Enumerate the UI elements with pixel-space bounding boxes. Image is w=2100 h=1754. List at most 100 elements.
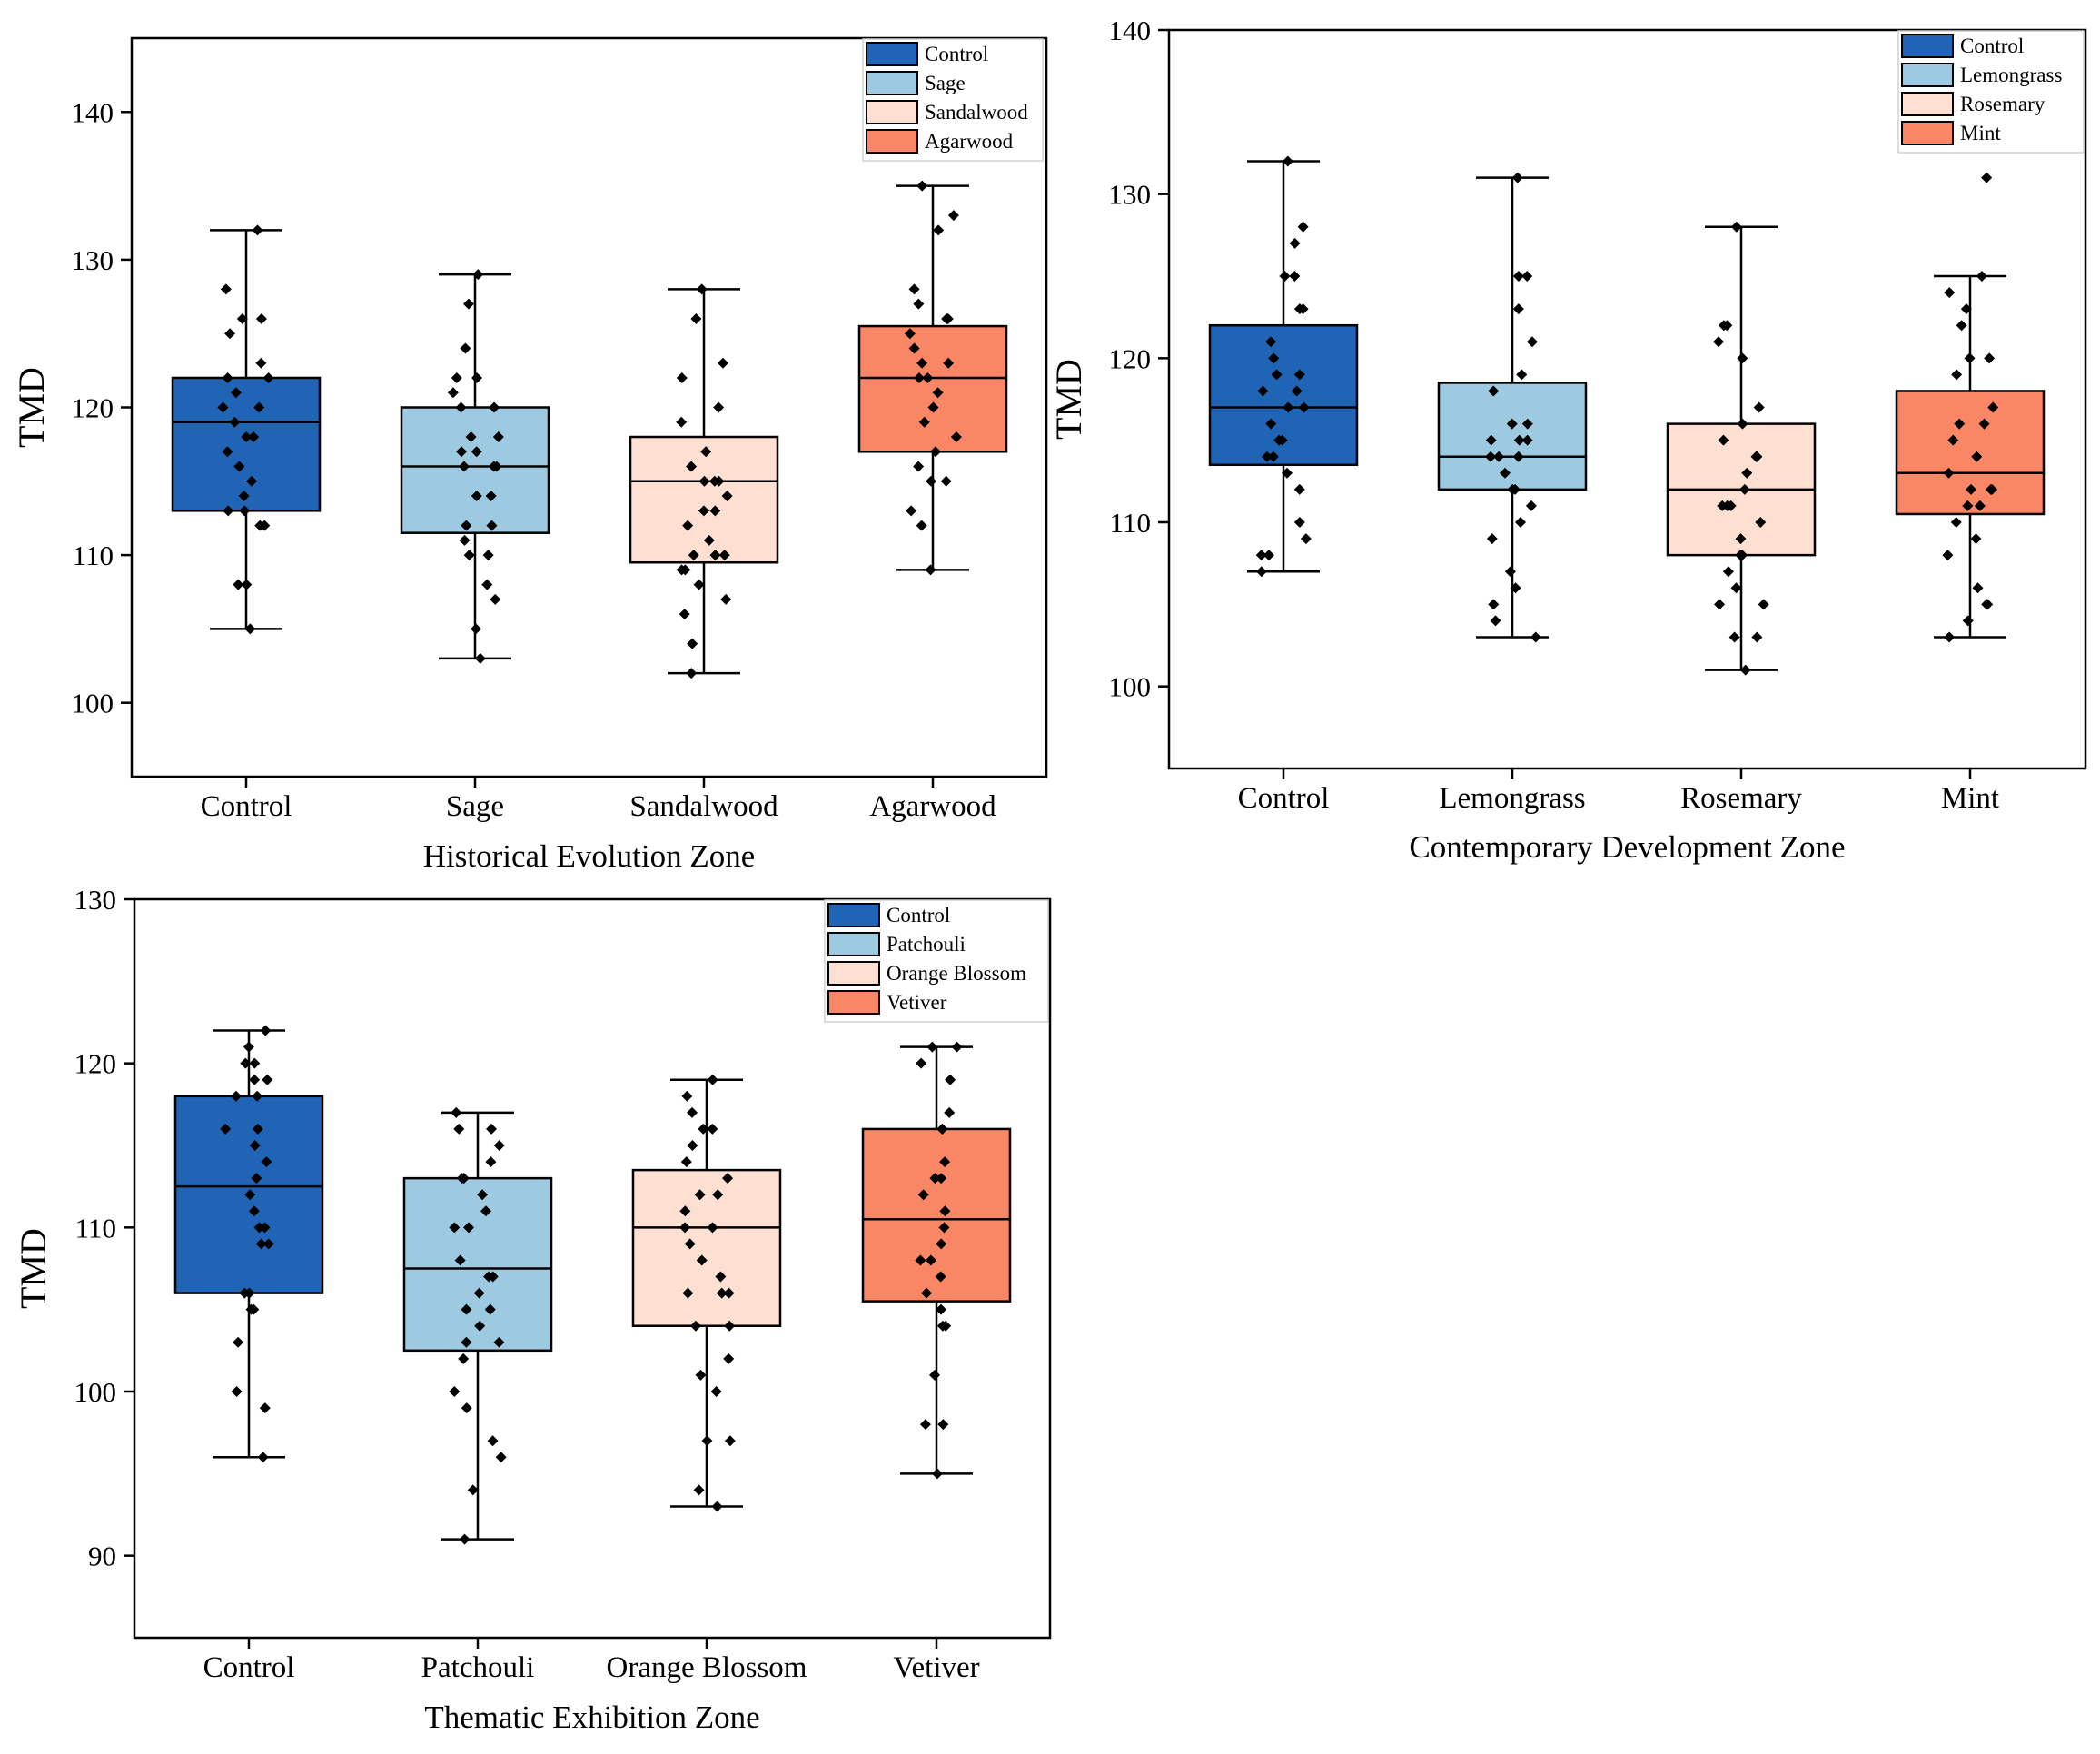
- data-point: [230, 387, 242, 399]
- data-point: [1265, 418, 1277, 430]
- data-point: [918, 416, 930, 428]
- data-point: [687, 1106, 698, 1118]
- data-point: [248, 1303, 260, 1315]
- legend-item-vetiver: Vetiver: [827, 990, 947, 1015]
- data-point: [1735, 533, 1747, 545]
- iqr-box: [171, 376, 322, 512]
- y-tick-label: 120: [1109, 342, 1152, 374]
- box-group-patchouli: Patchouli: [402, 1106, 553, 1684]
- y-tick-label: 120: [74, 1048, 117, 1080]
- iqr-box: [400, 406, 550, 534]
- data-point: [489, 401, 500, 413]
- data-point: [1514, 517, 1526, 528]
- data-point: [462, 298, 474, 310]
- data-point: [922, 372, 934, 383]
- data-point: [935, 1271, 946, 1283]
- y-tick-label: 100: [74, 1376, 117, 1408]
- data-point: [724, 1320, 736, 1332]
- data-point: [1510, 582, 1521, 594]
- data-point: [927, 401, 939, 413]
- data-point: [707, 1074, 718, 1085]
- data-point: [253, 401, 265, 413]
- data-point: [229, 416, 241, 428]
- data-point: [687, 638, 698, 649]
- data-point: [919, 1419, 931, 1431]
- data-point: [460, 342, 471, 354]
- data-point: [1257, 385, 1269, 397]
- data-point: [709, 505, 721, 517]
- x-axis-title: Thematic Exhibition Zone: [424, 1699, 759, 1735]
- legend-swatch: [866, 100, 918, 124]
- data-point: [233, 461, 245, 472]
- data-point: [693, 1484, 705, 1496]
- data-point: [222, 446, 233, 458]
- data-point: [708, 475, 720, 487]
- x-tick-label: Mint: [1941, 782, 1999, 815]
- data-point: [680, 1156, 692, 1168]
- x-tick-label: Orange Blossom: [607, 1651, 807, 1684]
- data-point: [1737, 550, 1748, 561]
- legend: Control Lemongrass Rosemary Mint: [1897, 30, 2085, 154]
- legend-item-mint: Mint: [1901, 121, 2001, 145]
- data-point: [241, 579, 253, 590]
- data-point: [925, 564, 936, 576]
- data-point: [1255, 550, 1267, 561]
- data-point: [908, 283, 920, 295]
- data-point: [1297, 303, 1309, 315]
- data-point: [1263, 550, 1274, 561]
- data-point: [236, 312, 248, 324]
- data-point: [1722, 566, 1734, 578]
- data-point: [703, 534, 715, 546]
- data-point: [484, 1303, 496, 1315]
- data-point: [493, 1140, 505, 1151]
- data-point: [712, 1189, 724, 1201]
- plot-frame: [1167, 28, 2087, 770]
- data-point: [1741, 467, 1753, 479]
- data-point: [1944, 287, 1956, 299]
- box-group-orange-blossom: Orange Blossom: [607, 1074, 807, 1684]
- x-tick-label: Sage: [446, 790, 504, 823]
- data-point: [695, 1369, 707, 1381]
- data-point: [461, 1402, 472, 1414]
- y-tick-label: 110: [75, 1212, 116, 1244]
- data-point: [1944, 631, 1956, 643]
- data-point: [929, 1173, 941, 1184]
- data-point: [717, 357, 728, 369]
- box-group-sandalwood: Sandalwood: [629, 283, 779, 823]
- data-point: [451, 372, 462, 383]
- data-point: [1267, 451, 1279, 462]
- data-point: [262, 1074, 273, 1085]
- data-point: [694, 1189, 706, 1201]
- data-point: [1521, 271, 1533, 282]
- data-point: [950, 431, 962, 443]
- data-point: [480, 1205, 492, 1217]
- data-point: [1273, 434, 1285, 446]
- iqr-box: [861, 1127, 1012, 1303]
- data-point: [941, 312, 953, 324]
- data-point: [463, 1222, 475, 1234]
- legend-label: Control: [925, 43, 988, 65]
- data-point: [456, 1173, 468, 1184]
- data-point: [477, 1189, 489, 1201]
- data-point: [679, 564, 691, 576]
- data-point: [451, 1106, 462, 1118]
- legend-label: Mint: [1960, 122, 2001, 144]
- data-point: [261, 1156, 272, 1168]
- data-point: [485, 1156, 497, 1168]
- data-point: [723, 1287, 735, 1299]
- box-group-sage: Sage: [400, 269, 550, 823]
- data-point: [916, 357, 928, 369]
- data-point: [244, 1189, 256, 1201]
- legend-label: Sage: [925, 72, 966, 94]
- data-point: [1525, 500, 1537, 511]
- data-point: [230, 1090, 242, 1102]
- data-point: [926, 475, 937, 487]
- data-point: [471, 372, 483, 383]
- data-point: [1713, 336, 1725, 348]
- data-point: [1291, 385, 1303, 397]
- data-point: [248, 1205, 260, 1217]
- data-point: [1753, 401, 1765, 413]
- x-tick-label: Control: [1238, 782, 1330, 815]
- data-point: [1984, 352, 1996, 364]
